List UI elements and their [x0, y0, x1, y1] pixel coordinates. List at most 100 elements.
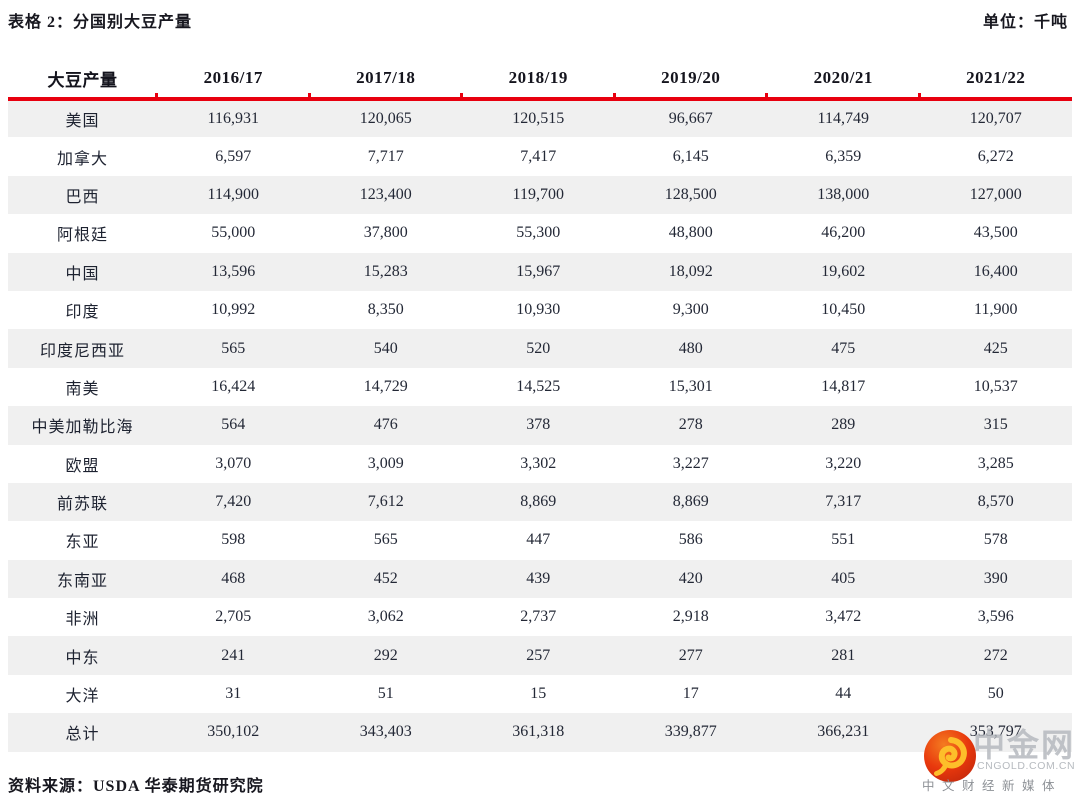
value-cell: 476 [373, 416, 398, 434]
value-cell: 405 [831, 569, 856, 587]
row-label: 大洋 [65, 688, 100, 706]
table-row: 南美 16,424 14,729 14,525 15,301 14,817 10,537 [8, 368, 1072, 406]
row-label: 欧盟 [65, 457, 100, 475]
value-cell: 14,525 [516, 377, 561, 395]
value-cell: 452 [373, 569, 398, 587]
value-cell: 31 [225, 685, 242, 703]
row-label: 南美 [65, 380, 100, 398]
value-cell: 123,400 [359, 185, 412, 203]
table-row: 总计 350,102 343,403 361,318 339,877 366,231 353… [8, 713, 1072, 752]
unit-label: 单位：千吨 [982, 14, 1068, 31]
value-cell: 315 [983, 416, 1008, 434]
value-cell: 50 [987, 685, 1004, 703]
value-cell: 439 [526, 569, 551, 587]
value-cell: 15,283 [363, 262, 408, 280]
value-cell: 10,992 [211, 301, 256, 319]
value-cell: 2,918 [672, 608, 709, 626]
value-cell: 15,967 [516, 262, 561, 280]
value-cell: 16,424 [211, 377, 256, 395]
value-cell: 19,602 [821, 262, 866, 280]
value-cell: 128,500 [664, 185, 717, 203]
value-cell: 277 [678, 646, 703, 664]
table-row: 欧盟 3,070 3,009 3,302 3,227 3,220 3,285 [8, 445, 1072, 483]
value-cell: 8,869 [672, 493, 709, 511]
column-header-year: 2021/22 [917, 59, 1072, 101]
logo-domain-text: CNGOLD.COM.CN [977, 760, 1076, 772]
value-cell: 257 [526, 646, 551, 664]
table-row: 印度 10,992 8,350 10,930 9,300 10,450 11,900 [8, 291, 1072, 329]
value-cell: 37,800 [363, 224, 408, 242]
value-cell: 3,285 [977, 454, 1014, 472]
row-label: 阿根廷 [56, 227, 108, 245]
value-cell: 46,200 [821, 224, 866, 242]
column-header-year: 2020/21 [765, 59, 920, 101]
table-row: 印度尼西亚 565 540 520 480 475 425 [8, 329, 1072, 368]
row-label: 中国 [65, 265, 100, 283]
row-label: 印度 [65, 304, 100, 322]
value-cell: 281 [831, 646, 856, 664]
table-row: 前苏联 7,420 7,612 8,869 8,869 7,317 8,570 [8, 482, 1072, 522]
value-cell: 343,403 [359, 723, 412, 741]
value-cell: 14,817 [821, 377, 866, 395]
value-cell: 43,500 [973, 224, 1018, 242]
value-cell: 17 [682, 685, 699, 703]
value-cell: 564 [221, 416, 246, 434]
table-row: 美国 116,931 120,065 120,515 96,667 114,749 120,… [8, 99, 1072, 138]
value-cell: 7,420 [215, 493, 252, 511]
value-cell: 114,900 [207, 185, 259, 203]
table-row: 大洋 31 51 15 17 44 50 [8, 675, 1072, 713]
value-cell: 127,000 [969, 185, 1022, 203]
table-header: 大豆产量 2016/17 2017/18 2018/19 2019/20 2020/21 2… [8, 59, 1072, 101]
value-cell: 13,596 [211, 262, 256, 280]
value-cell: 540 [373, 339, 398, 357]
row-label: 中美加勒比海 [31, 419, 134, 437]
value-cell: 51 [377, 685, 394, 703]
table-row: 阿根廷 55,000 37,800 55,300 48,800 46,200 43,500 [8, 214, 1072, 252]
value-cell: 138,000 [817, 185, 870, 203]
value-cell: 3,062 [367, 608, 404, 626]
table-row: 非洲 2,705 3,062 2,737 2,918 3,472 3,596 [8, 598, 1072, 636]
row-label: 印度尼西亚 [39, 342, 125, 360]
row-label: 总计 [65, 726, 100, 744]
value-cell: 6,145 [672, 147, 709, 165]
column-header-year: 2019/20 [612, 59, 767, 101]
value-cell: 289 [831, 416, 856, 434]
value-cell: 339,877 [664, 723, 717, 741]
value-cell: 6,597 [215, 147, 252, 165]
table-row: 加拿大 6,597 7,717 7,417 6,145 6,359 6,272 [8, 137, 1072, 175]
row-label: 中东 [65, 649, 100, 667]
value-cell: 7,612 [367, 493, 404, 511]
value-cell: 6,272 [977, 147, 1014, 165]
row-label: 东南亚 [56, 572, 108, 590]
value-cell: 8,869 [520, 493, 557, 511]
value-cell: 120,515 [512, 110, 565, 128]
value-cell: 11,900 [974, 301, 1018, 319]
value-cell: 7,417 [520, 147, 557, 165]
value-cell: 116,931 [207, 110, 259, 128]
value-cell: 7,317 [825, 493, 862, 511]
value-cell: 420 [678, 569, 703, 587]
value-cell: 114,749 [817, 110, 869, 128]
value-cell: 3,302 [520, 454, 557, 472]
value-cell: 2,705 [215, 608, 252, 626]
soybean-production-table: 大豆产量 2016/17 2017/18 2018/19 2019/20 2020/21 2… [8, 59, 1072, 752]
table-title: 表格 2：分国别大豆产量 [8, 14, 193, 31]
value-cell: 7,717 [367, 147, 404, 165]
column-header-year: 2017/18 [307, 59, 462, 101]
value-cell: 425 [983, 339, 1008, 357]
value-cell: 3,227 [672, 454, 709, 472]
column-header-year: 2016/17 [155, 59, 310, 101]
value-cell: 10,537 [973, 377, 1018, 395]
value-cell: 55,000 [211, 224, 256, 242]
value-cell: 390 [983, 569, 1008, 587]
column-header-label: 大豆产量 [8, 59, 157, 101]
table-row: 中东 241 292 257 277 281 272 [8, 636, 1072, 675]
value-cell: 119,700 [512, 185, 564, 203]
value-cell: 10,930 [516, 301, 561, 319]
table-row: 东南亚 468 452 439 420 405 390 [8, 559, 1072, 599]
value-cell: 48,800 [668, 224, 713, 242]
value-cell: 272 [983, 646, 1008, 664]
value-cell: 586 [678, 531, 703, 549]
value-cell: 292 [373, 646, 398, 664]
